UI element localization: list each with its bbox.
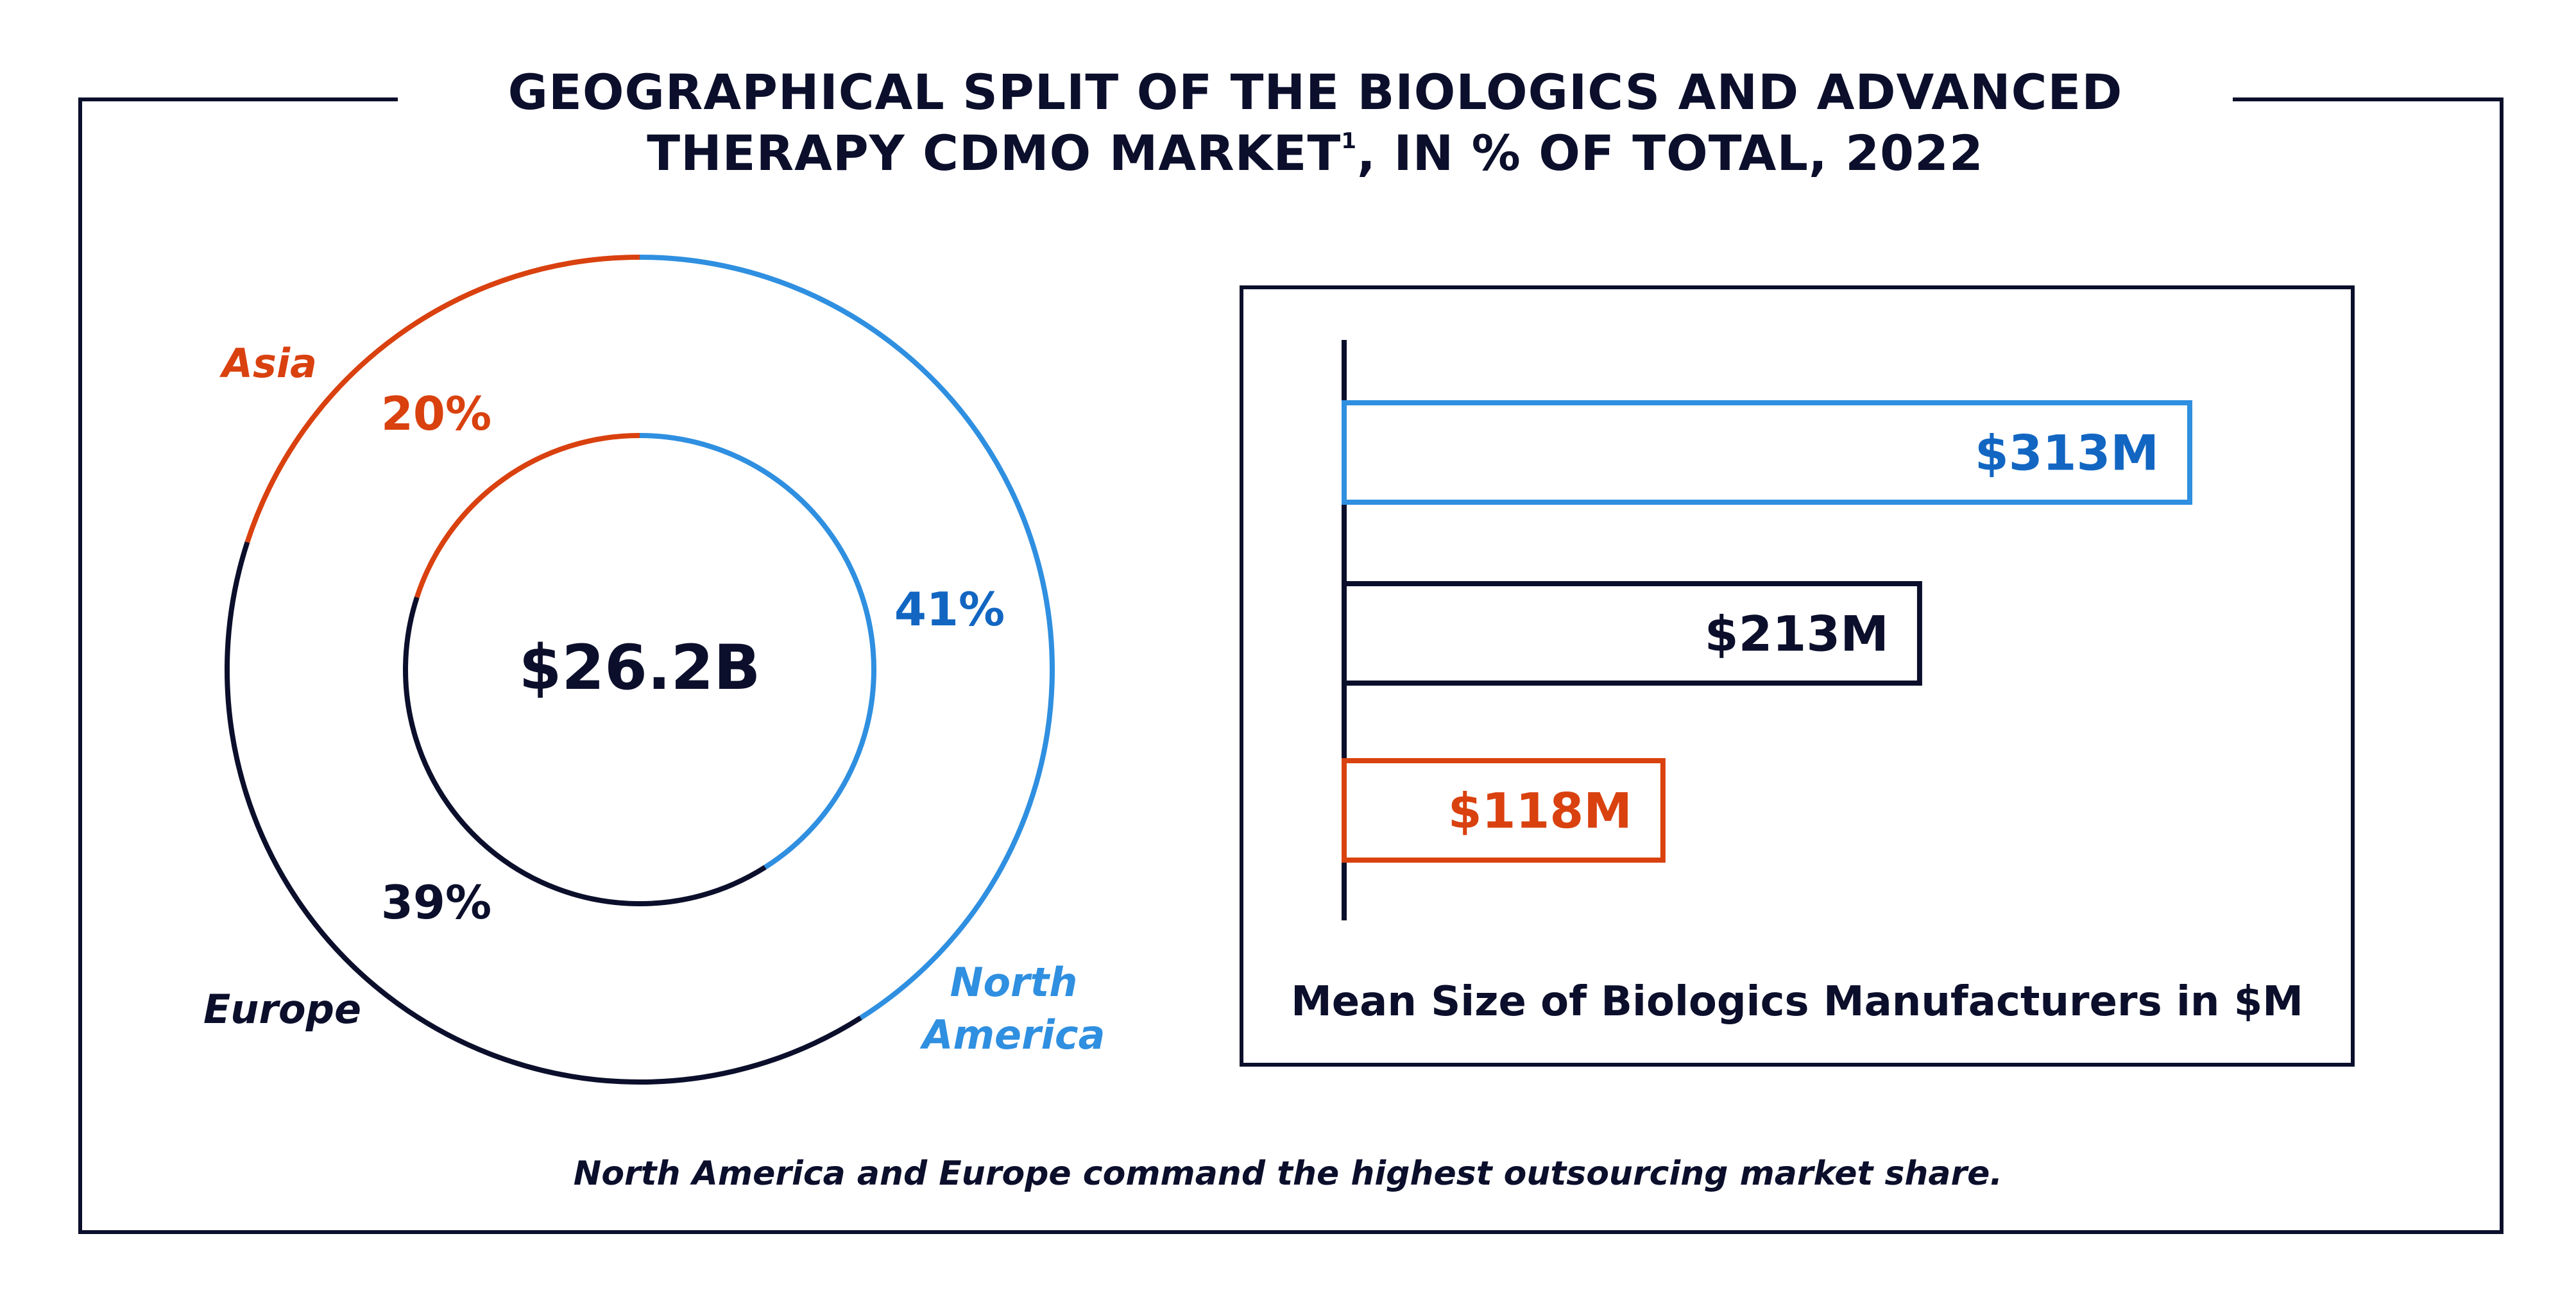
bar-chart-box: Mean Size of Biologics Manufacturers in … bbox=[1240, 285, 2355, 1067]
chart-caption: North America and Europe command the hig… bbox=[573, 1155, 2003, 1193]
slice-name-line: Europe bbox=[203, 986, 361, 1033]
slice-value-asia: 20% bbox=[381, 387, 491, 441]
title-footnote-marker: 1 bbox=[1341, 128, 1357, 154]
bar-value-label-2: $118M bbox=[1448, 782, 1632, 840]
slice-inner-arc-europe bbox=[403, 596, 767, 906]
title-line-2-suffix: , IN % OF TOTAL, 2022 bbox=[1356, 124, 1984, 182]
slice-north-america bbox=[639, 255, 1055, 1020]
slice-asia bbox=[244, 255, 640, 598]
slice-outer-arc-europe bbox=[225, 541, 862, 1085]
donut-center-label: $26.2B bbox=[519, 632, 761, 704]
slice-inner-arc-north-america bbox=[639, 433, 876, 870]
chart-title: GEOGRAPHICAL SPLIT OF THE BIOLOGICS AND … bbox=[398, 62, 2233, 183]
slice-value-europe: 39% bbox=[381, 875, 491, 929]
slice-name-asia: Asia bbox=[219, 340, 317, 387]
slice-value-north-america: 41% bbox=[894, 582, 1005, 636]
bar-chart-title: Mean Size of Biologics Manufacturers in … bbox=[1291, 978, 2303, 1026]
title-line-1: GEOGRAPHICAL SPLIT OF THE BIOLOGICS AND … bbox=[508, 63, 2123, 121]
bar-0 bbox=[1342, 400, 2192, 505]
slice-outer-arc-north-america bbox=[639, 255, 1055, 1020]
slice-name-line: America bbox=[919, 1011, 1105, 1058]
slice-name-line: North bbox=[950, 959, 1078, 1006]
slice-outer-arc-asia bbox=[244, 255, 640, 543]
bar-2 bbox=[1342, 758, 1666, 863]
title-line-2-text: THERAPY CDMO MARKET bbox=[647, 124, 1342, 182]
slice-europe bbox=[225, 541, 862, 1085]
bar-value-label-0: $313M bbox=[1975, 425, 2159, 482]
title-line-2: THERAPY CDMO MARKET1, IN % OF TOTAL, 202… bbox=[417, 123, 2213, 183]
bar-value-label-1: $213M bbox=[1705, 605, 1889, 663]
slice-name-europe: Europe bbox=[203, 986, 361, 1033]
bar-1 bbox=[1342, 581, 1922, 686]
slice-name-north-america: North America bbox=[919, 959, 1105, 1058]
slice-inner-arc-asia bbox=[414, 433, 640, 598]
slice-name-line: Asia bbox=[219, 340, 317, 387]
